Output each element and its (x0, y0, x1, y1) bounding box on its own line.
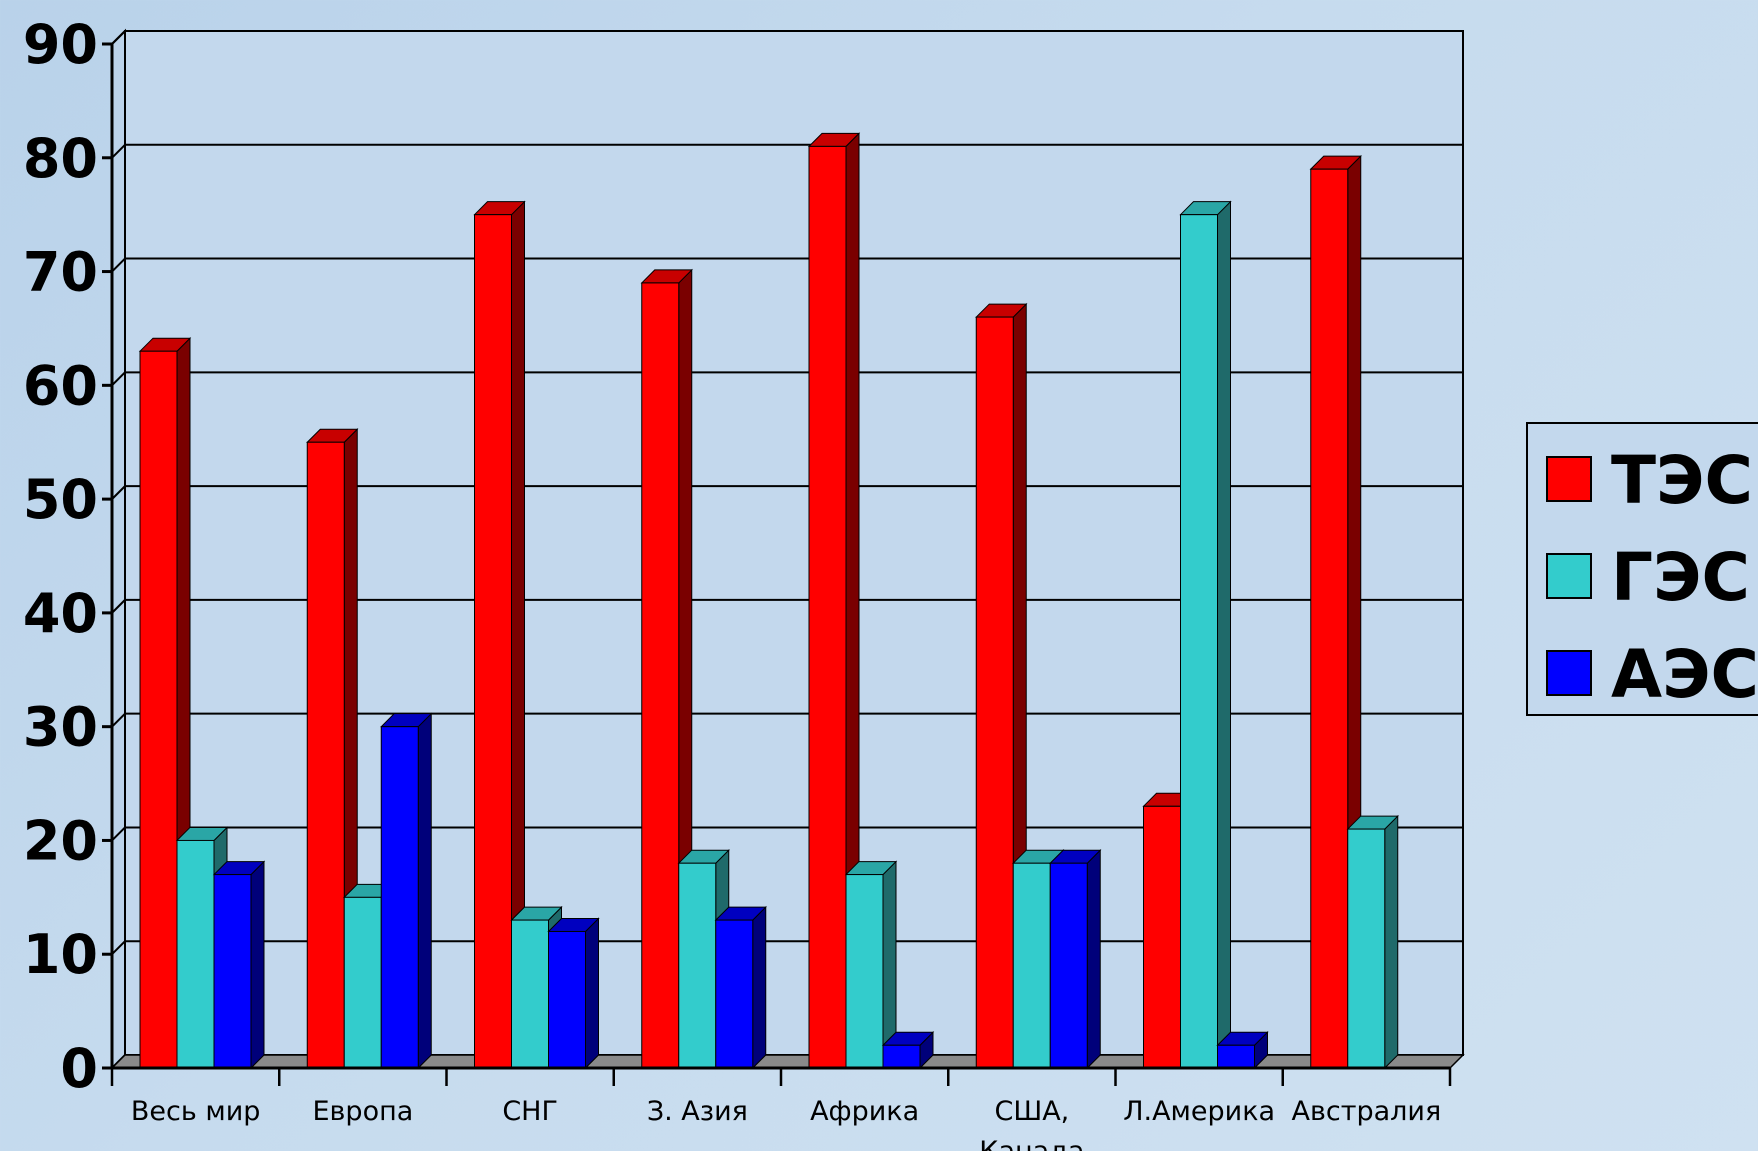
bar-front (1143, 805, 1181, 1069)
x-tick-label: Канада (979, 1136, 1084, 1151)
bar-front (380, 726, 419, 1069)
gridline-side (111, 144, 126, 159)
bar-2-4 (881, 1031, 935, 1070)
bar-front (975, 316, 1014, 1069)
y-tick-label: 20 (23, 809, 98, 872)
bar-front (511, 919, 549, 1069)
bar-front (306, 441, 345, 1069)
bar-front (1310, 168, 1349, 1069)
side-wall (111, 28, 126, 1071)
bar-0-2 (473, 200, 526, 1070)
bar-front (808, 145, 847, 1069)
legend-label: ТЭС (1611, 442, 1753, 519)
x-axis-ticks: Весь мир Европа СНГ З. Азия Африка США, Канада… (110, 1068, 1452, 1151)
bar-front (845, 874, 884, 1069)
bar-front (474, 214, 512, 1069)
y-tick-label: 90 (23, 13, 98, 76)
gridline-side (111, 485, 126, 500)
gridline-side (111, 30, 126, 45)
bar-front (139, 350, 178, 1069)
bar-2-6 (1216, 1031, 1269, 1070)
bar-1-6 (1179, 200, 1232, 1070)
y-tick-label: 0 (60, 1037, 98, 1100)
x-tick-label: СНГ (502, 1096, 558, 1127)
gridline-side (111, 257, 126, 273)
x-tick-label: Европа (312, 1096, 413, 1127)
bar-front (1049, 862, 1088, 1069)
bar-front (548, 930, 586, 1069)
bar-front (176, 839, 215, 1069)
legend-label: ГЭС (1611, 539, 1750, 616)
bar-front (1347, 828, 1386, 1069)
x-tick-label: Л.Америка (1123, 1096, 1275, 1127)
bar-0-4 (807, 132, 861, 1070)
gridline-side (111, 826, 126, 842)
y-tick-label: 60 (23, 354, 98, 417)
x-tick-label: США, (994, 1096, 1069, 1127)
bar-front (1012, 862, 1051, 1069)
bar-front (343, 896, 382, 1069)
y-tick-label: 50 (23, 468, 98, 531)
bar-side (1217, 200, 1231, 1070)
bar-side (752, 905, 767, 1070)
legend: ТЭС ГЭС АЭС (1526, 422, 1758, 716)
legend-swatch (1546, 456, 1592, 502)
bar-side (1384, 814, 1399, 1070)
bar-front (1180, 214, 1218, 1069)
y-tick-label: 30 (23, 696, 98, 759)
gridline-side (111, 712, 126, 728)
y-tick-label: 80 (23, 127, 98, 190)
bar-2-1 (380, 712, 433, 1070)
y-tick-label: 40 (23, 582, 98, 645)
bars (138, 132, 1399, 1070)
legend-swatch (1546, 553, 1592, 599)
bar-side (585, 917, 599, 1070)
gridline-side (111, 371, 126, 387)
bar-front (882, 1044, 921, 1069)
bar-2-0 (212, 860, 266, 1070)
bar-front (213, 874, 252, 1069)
legend-swatch (1546, 650, 1592, 696)
bar-front (715, 919, 754, 1069)
bar-front (678, 862, 717, 1069)
bar-2-2 (547, 917, 600, 1070)
x-tick-label: З. Азия (647, 1096, 748, 1127)
bar-side (1086, 848, 1101, 1070)
bar-1-4 (844, 860, 898, 1070)
bar-2-5 (1049, 848, 1102, 1070)
bar-side (250, 860, 265, 1070)
x-tick-label: Весь мир (131, 1096, 261, 1127)
gridline-side (111, 940, 126, 955)
bar-1-7 (1346, 814, 1399, 1070)
x-tick-label: Африка (810, 1096, 919, 1127)
x-tick-label: Австралия (1292, 1096, 1442, 1127)
y-tick-label: 10 (23, 923, 98, 986)
y-tick-label: 70 (23, 241, 98, 304)
gridline-side (111, 599, 126, 614)
legend-label: АЭС (1611, 636, 1758, 713)
bar-front (641, 282, 680, 1069)
bar-2-3 (714, 905, 767, 1070)
y-axis-ticks: 0 10 20 30 40 50 60 70 80 90 (23, 13, 112, 1100)
bar-side (417, 712, 432, 1070)
bar-0-7 (1309, 154, 1362, 1070)
bar-front (1217, 1044, 1255, 1069)
